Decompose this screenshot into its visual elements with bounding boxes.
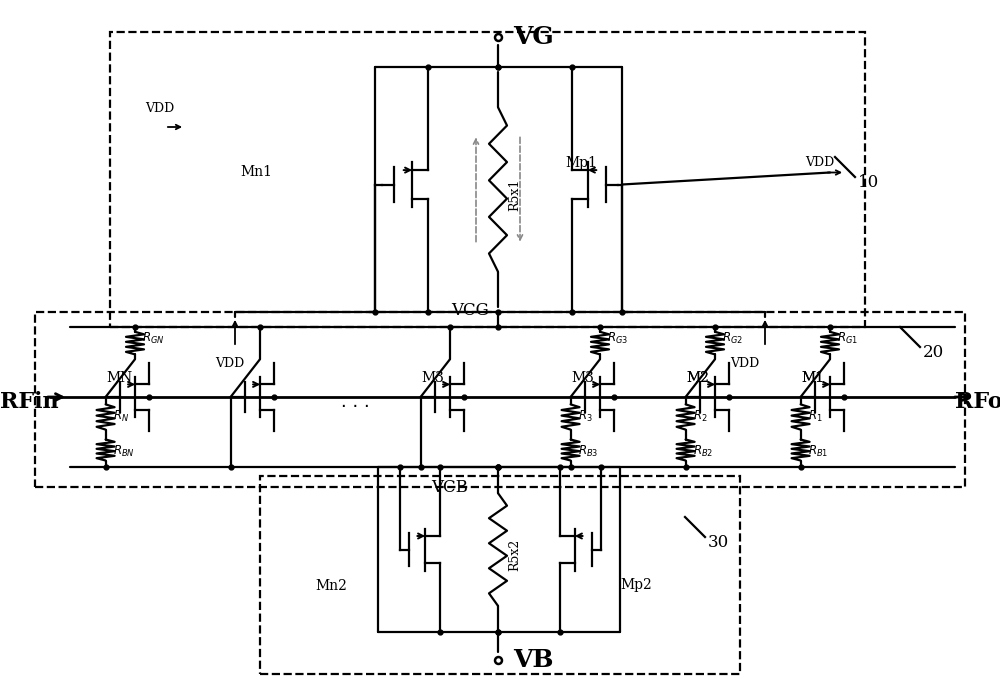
Text: 20: 20 xyxy=(923,344,944,361)
Text: VDD: VDD xyxy=(730,357,759,370)
Text: Mp2: Mp2 xyxy=(620,578,652,593)
Text: M1: M1 xyxy=(801,371,824,385)
Text: VDD: VDD xyxy=(145,102,174,115)
Text: R5x1: R5x1 xyxy=(508,178,521,211)
Text: RFout: RFout xyxy=(955,391,1000,413)
Text: $R_N$: $R_N$ xyxy=(113,409,129,424)
Text: Mp1: Mp1 xyxy=(565,155,597,170)
Text: 10: 10 xyxy=(858,174,879,191)
Text: $R_2$: $R_2$ xyxy=(693,409,707,424)
Bar xyxy=(35,312,965,487)
Text: M2: M2 xyxy=(686,371,709,385)
Text: MN: MN xyxy=(106,371,132,385)
Text: Mn2: Mn2 xyxy=(315,578,347,593)
Bar xyxy=(260,476,740,674)
Text: VG: VG xyxy=(513,25,554,49)
Text: M3: M3 xyxy=(571,371,594,385)
Text: RFin: RFin xyxy=(0,391,59,413)
Text: $R_{G2}$: $R_{G2}$ xyxy=(722,331,743,346)
Text: $R_{B1}$: $R_{B1}$ xyxy=(808,443,828,458)
Text: $R_{BN}$: $R_{BN}$ xyxy=(113,443,134,458)
Text: R5x2: R5x2 xyxy=(508,538,521,571)
Text: $R_{GN}$: $R_{GN}$ xyxy=(142,331,164,346)
Text: VCB: VCB xyxy=(432,479,468,496)
Text: $R_3$: $R_3$ xyxy=(578,409,592,424)
Text: VB: VB xyxy=(513,648,554,672)
Text: VDD: VDD xyxy=(805,156,834,170)
Text: M3: M3 xyxy=(421,371,444,385)
Text: . . .: . . . xyxy=(341,393,369,411)
Text: VCG: VCG xyxy=(451,302,489,319)
Text: $R_{B2}$: $R_{B2}$ xyxy=(693,443,713,458)
Text: VDD: VDD xyxy=(215,357,244,370)
Text: $R_{G1}$: $R_{G1}$ xyxy=(837,331,858,346)
Bar xyxy=(110,32,865,327)
Text: $R_1$: $R_1$ xyxy=(808,409,822,424)
Text: Mn1: Mn1 xyxy=(240,166,272,179)
Text: $R_{B3}$: $R_{B3}$ xyxy=(578,443,598,458)
Text: $R_{G3}$: $R_{G3}$ xyxy=(607,331,628,346)
Text: M2: M2 xyxy=(686,371,709,385)
Text: M1: M1 xyxy=(801,371,824,385)
Text: 30: 30 xyxy=(708,534,729,551)
